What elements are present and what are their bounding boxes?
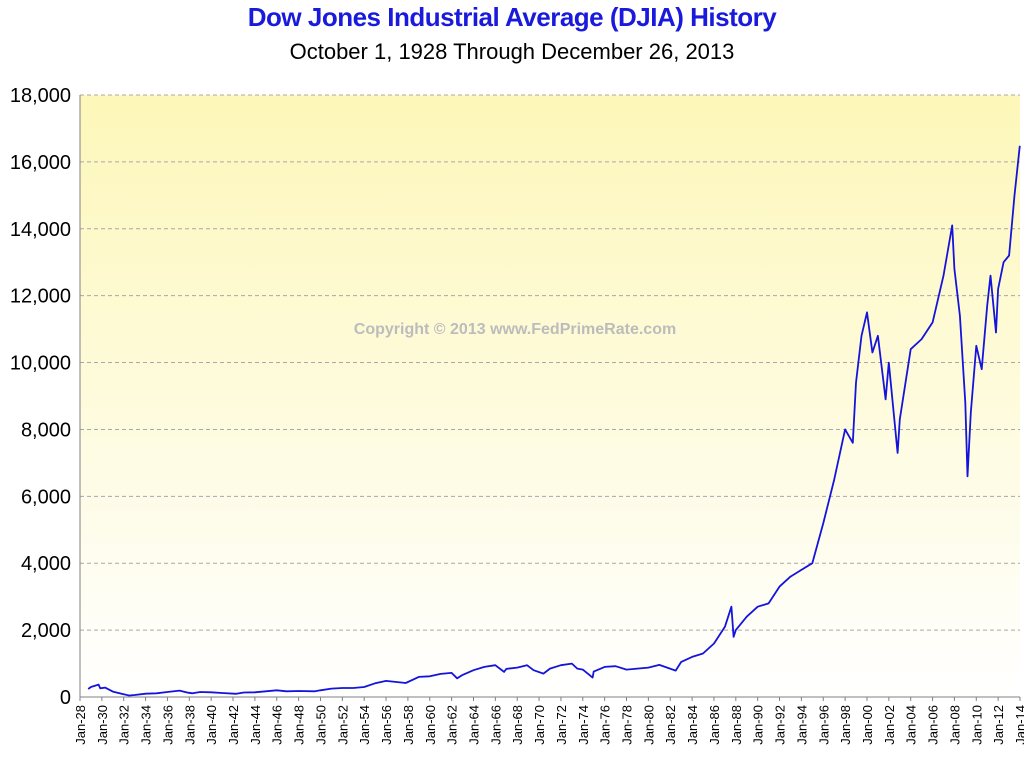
x-tick-label: Jan-48 xyxy=(292,705,307,745)
x-tick-label: Jan-00 xyxy=(860,705,875,745)
x-tick-label: Jan-02 xyxy=(882,705,897,745)
x-tick-label: Jan-28 xyxy=(73,705,88,745)
x-tick-label: Jan-38 xyxy=(182,705,197,745)
x-tick-label: Jan-36 xyxy=(160,705,175,745)
x-tick-label: Jan-80 xyxy=(641,705,656,745)
djia-series-line xyxy=(87,145,1021,697)
plot-area xyxy=(80,95,1020,697)
y-tick-label: 14,000 xyxy=(10,219,71,241)
x-tick-label: Jan-90 xyxy=(751,705,766,745)
y-tick-label: 8,000 xyxy=(21,419,71,441)
x-tick-label: Jan-60 xyxy=(423,705,438,745)
y-tick-label: 0 xyxy=(60,687,71,709)
x-tick-label: Jan-92 xyxy=(773,705,788,745)
series-layer xyxy=(87,145,1021,697)
x-tick-label: Jan-78 xyxy=(620,705,635,745)
chart-subtitle: October 1, 1928 Through December 26, 201… xyxy=(289,39,735,64)
x-tick-label: Jan-08 xyxy=(947,705,962,745)
x-tick-label: Jan-58 xyxy=(401,705,416,745)
x-tick-label: Jan-82 xyxy=(663,705,678,745)
x-tick-label: Jan-70 xyxy=(532,705,547,745)
x-tick-label: Jan-84 xyxy=(685,705,700,745)
x-tick-label: Jan-88 xyxy=(729,705,744,745)
x-tick-label: Jan-96 xyxy=(816,705,831,745)
x-tick-label: Jan-06 xyxy=(926,705,941,745)
x-tick-label: Jan-98 xyxy=(838,705,853,745)
x-tick-label: Jan-32 xyxy=(117,705,132,745)
x-tick-label: Jan-74 xyxy=(576,705,591,745)
copyright-watermark: Copyright © 2013 www.FedPrimeRate.com xyxy=(354,321,676,338)
gridlines xyxy=(80,94,1020,631)
x-tick-label: Jan-62 xyxy=(445,705,460,745)
x-tick-label: Jan-52 xyxy=(335,705,350,745)
x-tick-label: Jan-04 xyxy=(904,705,919,745)
x-tick-label: Jan-10 xyxy=(969,705,984,745)
x-tick-label: Jan-30 xyxy=(95,705,110,745)
x-axis-tick-labels: Jan-28 Jan-30 Jan-32 Jan-34 Jan-36 Jan-38 Jan-… xyxy=(73,705,1024,745)
y-tick-label: 16,000 xyxy=(10,152,71,174)
y-axis-tick-labels: 0 2,000 4,000 6,000 8,000 10,000 12,000 14,000 1… xyxy=(10,85,71,709)
x-tick-label: Jan-44 xyxy=(248,705,263,745)
x-tick-label: Jan-64 xyxy=(466,705,481,745)
x-tick-label: Jan-66 xyxy=(488,705,503,745)
y-tick-label: 2,000 xyxy=(21,620,71,642)
y-tick-label: 12,000 xyxy=(10,286,71,308)
x-tick-label: Jan-76 xyxy=(598,705,613,745)
x-tick-label: Jan-40 xyxy=(204,705,219,745)
axes xyxy=(79,95,1021,701)
x-tick-label: Jan-14 xyxy=(1013,705,1024,745)
y-tick-label: 4,000 xyxy=(21,553,71,575)
x-tick-label: Jan-56 xyxy=(379,705,394,745)
x-tick-label: Jan-68 xyxy=(510,705,525,745)
chart-title: Dow Jones Industrial Average (DJIA) Hist… xyxy=(247,2,777,32)
y-tick-label: 18,000 xyxy=(10,85,71,107)
x-tick-label: Jan-42 xyxy=(226,705,241,745)
y-tick-label: 6,000 xyxy=(21,486,71,508)
x-tick-label: Jan-34 xyxy=(139,705,154,745)
x-tick-label: Jan-50 xyxy=(313,705,328,745)
x-tick-label: Jan-54 xyxy=(357,705,372,745)
x-tick-label: Jan-12 xyxy=(991,705,1006,745)
x-tick-label: Jan-46 xyxy=(270,705,285,745)
x-tick-label: Jan-72 xyxy=(554,705,569,745)
x-tick-label: Jan-94 xyxy=(794,705,809,745)
y-tick-label: 10,000 xyxy=(10,353,71,375)
x-tick-label: Jan-86 xyxy=(707,705,722,745)
